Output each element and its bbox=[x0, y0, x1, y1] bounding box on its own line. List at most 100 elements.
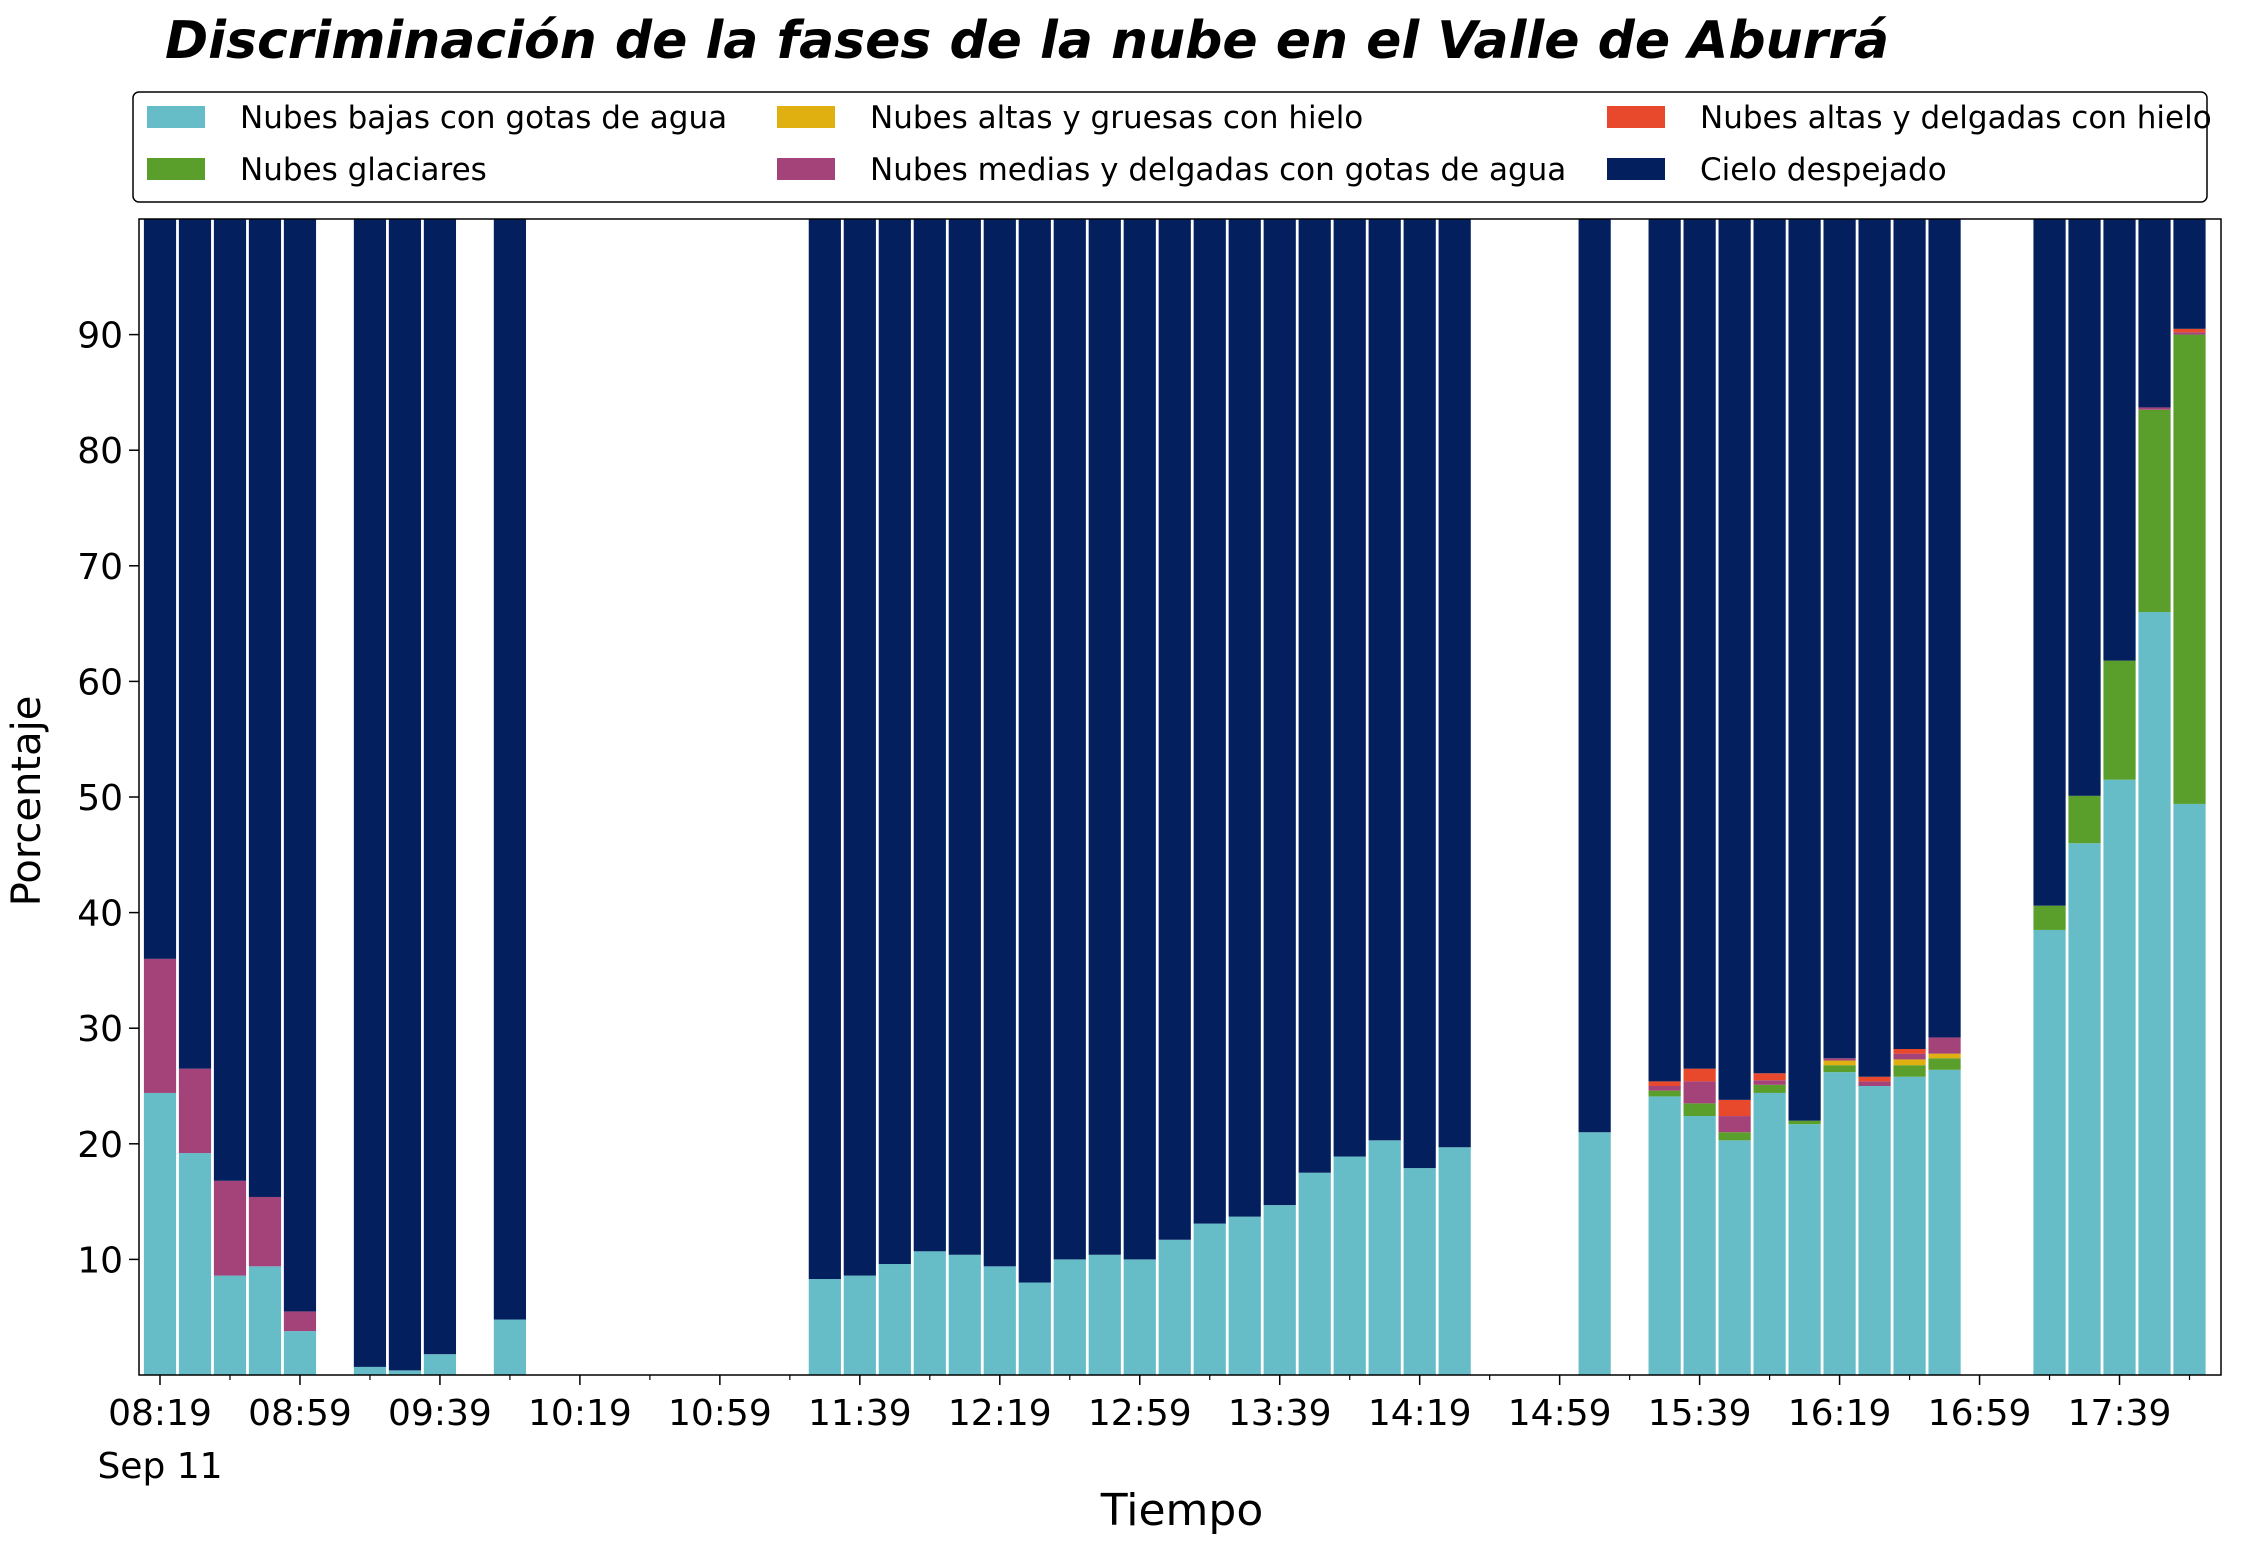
bar-segment bbox=[1718, 1132, 1751, 1141]
bar-segment bbox=[1823, 1072, 1856, 1375]
bar-segment bbox=[808, 1279, 841, 1375]
legend-box bbox=[132, 91, 2208, 203]
x-tick-label: 09:39 bbox=[388, 1393, 492, 1434]
bar-segment bbox=[2138, 612, 2171, 1375]
bar-segment bbox=[1893, 1049, 1926, 1054]
bar-segment bbox=[1648, 1090, 1681, 1097]
bar-segment bbox=[143, 958, 177, 1093]
bar-segment bbox=[1893, 1065, 1926, 1077]
bar-segment bbox=[423, 1354, 457, 1375]
bar-segment bbox=[143, 219, 177, 959]
bar-segment bbox=[1718, 219, 1751, 1100]
bar-segment bbox=[248, 1266, 282, 1375]
x-tick-label: 14:19 bbox=[1368, 1393, 1472, 1434]
bar-segment bbox=[1928, 1058, 1961, 1070]
bar-segment bbox=[388, 219, 422, 1371]
bar-segment bbox=[1823, 1058, 1856, 1061]
bar-segment bbox=[2033, 905, 2066, 930]
bar-segment bbox=[2068, 795, 2101, 844]
bar-segment bbox=[1823, 219, 1856, 1059]
bar-segment bbox=[1228, 219, 1261, 1217]
bar-segment bbox=[2173, 219, 2206, 329]
bar-segment bbox=[913, 219, 946, 1252]
bar-segment bbox=[808, 219, 841, 1280]
x-tick-label: 12:59 bbox=[1088, 1393, 1192, 1434]
bar-segment bbox=[1368, 219, 1401, 1141]
bar-segment bbox=[2173, 334, 2206, 804]
bar-segment bbox=[1403, 219, 1436, 1169]
legend-swatch bbox=[1607, 106, 1665, 128]
x-date-label: Sep 11 bbox=[97, 1446, 222, 1487]
bar-segment bbox=[843, 1275, 876, 1375]
bar-segment bbox=[1893, 1076, 1926, 1375]
x-tick-label: 14:59 bbox=[1508, 1393, 1612, 1434]
bar-segment bbox=[1928, 1069, 1961, 1375]
bar-segment bbox=[2068, 219, 2101, 796]
y-tick-label: 20 bbox=[77, 1125, 123, 1166]
bar-segment bbox=[1298, 1172, 1331, 1375]
y-tick-label: 30 bbox=[77, 1009, 123, 1050]
bar-segment bbox=[1928, 219, 1961, 1038]
x-tick-label: 10:59 bbox=[668, 1393, 772, 1434]
bar-segment bbox=[1298, 219, 1331, 1173]
x-tick-label: 15:39 bbox=[1648, 1393, 1752, 1434]
bar-segment bbox=[1123, 219, 1156, 1260]
bar-segment bbox=[1438, 219, 1471, 1148]
bar-segment bbox=[1788, 219, 1821, 1121]
bar-segment bbox=[1578, 1132, 1611, 1375]
bar-segment bbox=[1893, 1059, 1926, 1066]
bar-segment bbox=[1683, 1081, 1716, 1104]
legend-label: Nubes glaciares bbox=[240, 152, 487, 188]
bar-segment bbox=[2173, 803, 2206, 1375]
bar-segment bbox=[143, 1092, 177, 1375]
bar-segment bbox=[1648, 1096, 1681, 1375]
bar-segment bbox=[1928, 1053, 1961, 1059]
bar-segment bbox=[843, 219, 876, 1276]
bar-segment bbox=[2103, 660, 2136, 780]
bar-segment bbox=[1718, 1140, 1751, 1375]
bar-segment bbox=[1228, 1216, 1261, 1375]
bar-segment bbox=[1893, 219, 1926, 1050]
bar-segment bbox=[1753, 1073, 1786, 1081]
chart-title: Discriminación de la fases de la nube en… bbox=[165, 11, 1889, 71]
bar-segment bbox=[948, 1254, 981, 1375]
bar-segment bbox=[2138, 219, 2171, 408]
bar-segment bbox=[1683, 1068, 1716, 1082]
bar-segment bbox=[423, 219, 457, 1355]
bar-segment bbox=[1333, 219, 1366, 1157]
bar-segment bbox=[2033, 929, 2066, 1375]
x-tick-label: 16:59 bbox=[1928, 1393, 2032, 1434]
bar-segment bbox=[1928, 1037, 1961, 1054]
y-tick-label: 60 bbox=[77, 662, 123, 703]
legend-label: Nubes bajas con gotas de agua bbox=[240, 100, 727, 136]
bar-segment bbox=[248, 1196, 282, 1267]
bar-segment bbox=[388, 1370, 422, 1375]
bar-segment bbox=[178, 1153, 212, 1375]
bar-segment bbox=[1683, 1103, 1716, 1117]
legend-label: Nubes medias y delgadas con gotas de agu… bbox=[870, 152, 1566, 188]
bar-segment bbox=[1018, 219, 1051, 1283]
bar-segment bbox=[1648, 219, 1681, 1082]
bar-segment bbox=[1438, 1147, 1471, 1375]
bar-segment bbox=[1403, 1168, 1436, 1375]
y-tick-label: 80 bbox=[77, 431, 123, 472]
bar-segment bbox=[353, 1366, 387, 1375]
x-tick-label: 11:39 bbox=[808, 1393, 912, 1434]
bar-segment bbox=[2103, 779, 2136, 1375]
y-tick-label: 10 bbox=[77, 1240, 123, 1281]
bar-segment bbox=[1858, 1081, 1891, 1086]
bar-segment bbox=[1123, 1259, 1156, 1375]
bar-segment bbox=[1718, 1116, 1751, 1133]
bar-segment bbox=[913, 1251, 946, 1375]
bar-segment bbox=[948, 219, 981, 1255]
bar-segment bbox=[983, 1266, 1016, 1375]
legend-swatch bbox=[147, 158, 205, 180]
bar-segment bbox=[1088, 1254, 1121, 1375]
bar-segment bbox=[878, 1264, 911, 1375]
bar-segment bbox=[283, 1311, 317, 1332]
bar-segment bbox=[1858, 219, 1891, 1077]
bar-segment bbox=[1753, 1080, 1786, 1085]
bar-segment bbox=[1683, 1116, 1716, 1375]
x-tick-label: 16:19 bbox=[1788, 1393, 1892, 1434]
